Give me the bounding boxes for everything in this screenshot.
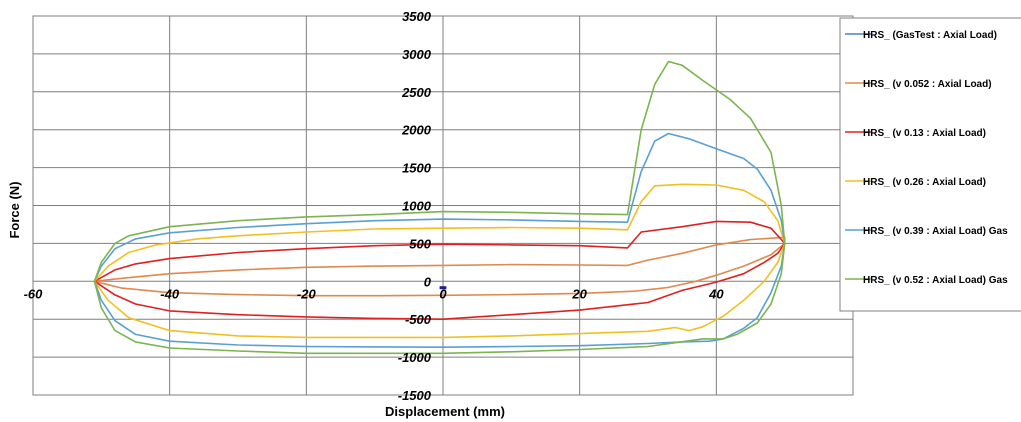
x-tick-label: 0	[439, 286, 447, 301]
x-tick-label: 40	[708, 286, 724, 301]
y-tick-label: 2500	[401, 85, 432, 100]
x-axis-title: Displacement (mm)	[385, 404, 505, 419]
series-line-5	[93, 60, 786, 355]
y-tick-label: 0	[424, 274, 432, 289]
y-tick-label: 3000	[402, 47, 432, 62]
y-tick-label: 500	[409, 236, 431, 251]
legend-frame	[839, 17, 1021, 312]
y-tick-label: 1500	[402, 161, 432, 176]
legend: HRS_ (GasTest : Axial Load) HRS_ (v 0.052…	[839, 17, 1021, 312]
series-layer	[93, 60, 786, 355]
x-tick-label: -20	[297, 286, 317, 301]
y-tick-label: 1000	[402, 199, 432, 214]
y-axis-title: Force (N)	[7, 181, 22, 238]
y-tick-label: -1500	[398, 388, 432, 403]
y-tick-label: -1000	[398, 350, 432, 365]
legend-label-4: HRS_ (v 0.39 : Axial Load) Gas	[863, 226, 1008, 237]
legend-label-0: HRS_ (GasTest : Axial Load)	[863, 30, 997, 41]
x-tick-label: -40	[160, 286, 180, 301]
legend-label-2: HRS_ (v 0.13 : Axial Load)	[863, 128, 986, 139]
y-tick-label: 2000	[401, 123, 432, 138]
tick-labels: -1500 -1000 -500 0 500 1000 1500 2000 2500 3000 35…	[24, 9, 725, 403]
x-tick-label: 20	[571, 286, 587, 301]
x-tick-label: -60	[24, 286, 44, 301]
y-tick-label: 3500	[402, 9, 432, 24]
legend-label-1: HRS_ (v 0.052 : Axial Load)	[863, 79, 992, 90]
legend-label-3: HRS_ (v 0.26 : Axial Load)	[863, 177, 986, 188]
legend-label-5: HRS_ (v 0.52 : Axial Load) Gas	[863, 275, 1008, 286]
y-tick-label: -500	[405, 312, 432, 327]
series-line-2	[94, 220, 786, 320]
series-line-4	[93, 132, 786, 348]
series-line-3	[93, 183, 786, 339]
